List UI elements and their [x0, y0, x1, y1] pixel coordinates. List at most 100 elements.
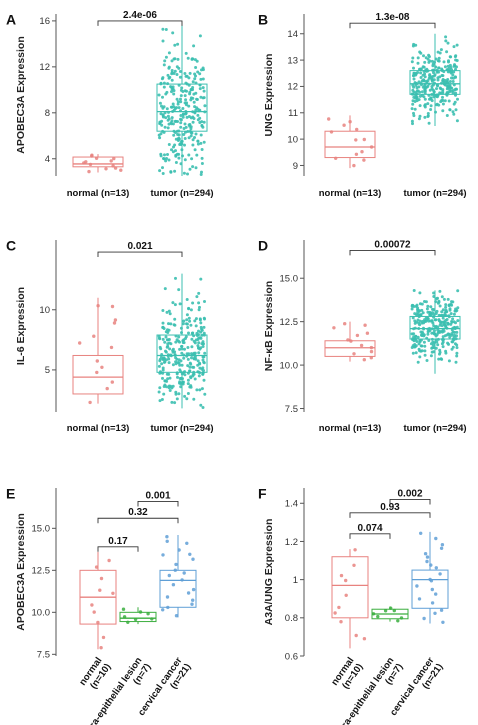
data-point [437, 56, 441, 60]
data-point [183, 394, 187, 398]
data-point [163, 379, 167, 383]
data-point [174, 360, 178, 364]
data-point [369, 349, 374, 354]
data-point [197, 374, 201, 378]
group-0: normal (n=13) [67, 297, 129, 434]
data-point [428, 74, 432, 78]
data-point [422, 65, 426, 69]
data-point [445, 68, 449, 72]
data-point [187, 76, 191, 80]
data-point [191, 143, 195, 147]
data-point [179, 70, 182, 73]
data-point [181, 107, 185, 110]
data-point [138, 610, 143, 614]
data-point [426, 79, 430, 83]
comparison-bracket: 0.002 [389, 488, 431, 505]
data-point [191, 301, 195, 305]
data-point [441, 91, 445, 95]
data-point [431, 88, 435, 92]
data-point [188, 129, 192, 133]
data-point [426, 102, 430, 106]
data-point [183, 122, 187, 126]
data-point [194, 66, 198, 69]
data-point [451, 340, 455, 344]
group-2: cervical cancer(n=21) [388, 531, 449, 718]
data-point [171, 363, 175, 367]
data-point [199, 77, 203, 81]
data-point [176, 100, 180, 104]
data-point [439, 546, 444, 550]
data-point [186, 371, 190, 375]
data-point [181, 322, 185, 326]
data-point [164, 55, 168, 59]
data-point [355, 127, 359, 132]
data-point [412, 90, 416, 94]
data-point [446, 332, 450, 336]
data-point [434, 57, 438, 61]
data-point [195, 388, 199, 392]
data-point [183, 137, 187, 140]
data-point [188, 71, 192, 75]
data-point [171, 347, 175, 351]
data-point [161, 608, 165, 612]
category-label: normal (n=13) [67, 188, 130, 199]
data-point [456, 289, 460, 293]
data-point [446, 64, 450, 68]
data-point [453, 88, 457, 92]
data-point [423, 91, 427, 95]
data-point [202, 316, 206, 320]
data-point [173, 568, 177, 572]
data-point [418, 50, 422, 54]
data-point [90, 603, 94, 607]
data-point [422, 54, 425, 58]
data-point [162, 385, 166, 388]
y-tick-label: 14 [287, 29, 298, 40]
data-point [450, 76, 453, 80]
data-point [162, 157, 166, 161]
data-point [198, 388, 202, 392]
data-point [200, 120, 204, 124]
data-point [432, 308, 436, 312]
data-point [161, 113, 165, 117]
data-point [174, 392, 178, 396]
y-axis-label: UNG Expression [263, 54, 275, 137]
data-point [362, 137, 366, 142]
y-tick-label: 0.6 [285, 651, 298, 662]
data-point [184, 74, 188, 78]
data-point [177, 106, 181, 110]
data-point [164, 335, 168, 339]
data-point [94, 156, 99, 160]
data-point [161, 166, 164, 170]
data-point [172, 105, 176, 109]
data-point [186, 130, 190, 133]
data-point [198, 305, 201, 309]
data-point [109, 345, 114, 350]
data-point [363, 323, 367, 327]
data-point [455, 354, 459, 358]
data-point [329, 130, 334, 134]
y-tick-label: 7.5 [285, 404, 298, 415]
panel-e: E 7.5 10.0 12.5 15.0 APOBEC3A Expression norma… [6, 485, 197, 725]
group-1: tumor (n=294) [150, 273, 214, 434]
data-point [419, 349, 423, 353]
data-point [410, 60, 414, 64]
data-point [197, 291, 201, 295]
data-point [417, 597, 422, 601]
data-point [420, 90, 424, 94]
data-point [171, 301, 175, 305]
data-point [112, 321, 117, 325]
data-point [170, 69, 174, 72]
data-point [441, 620, 445, 624]
data-point [167, 122, 171, 126]
data-point [438, 348, 442, 352]
data-point [171, 122, 175, 126]
data-point [175, 65, 179, 69]
data-point [422, 340, 426, 344]
data-point [444, 325, 448, 329]
data-point [169, 322, 173, 326]
data-point [164, 159, 168, 163]
data-point [166, 73, 170, 77]
data-point [167, 143, 171, 146]
data-point [411, 344, 415, 348]
panel-b: B 9 10 11 12 13 14 UNG Expression normal (n=13) t… [258, 11, 467, 199]
